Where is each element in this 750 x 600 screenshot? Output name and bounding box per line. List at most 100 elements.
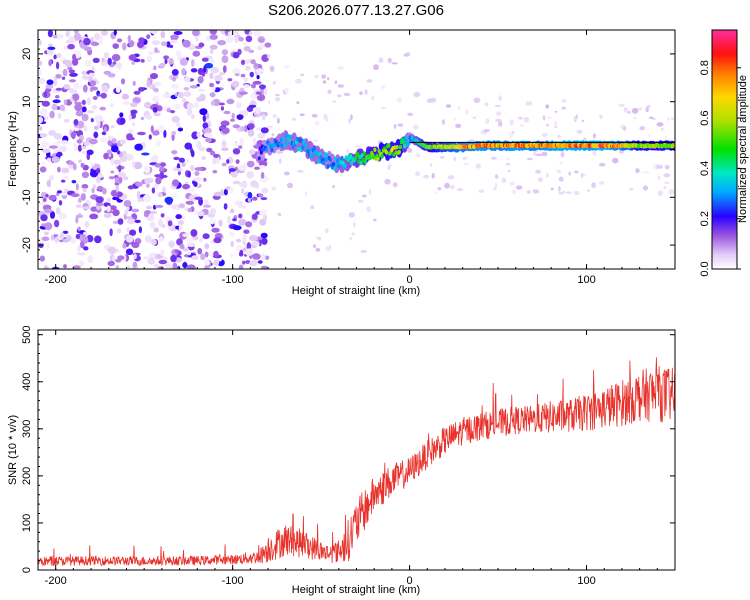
spectrogram-cell (462, 157, 466, 161)
spectrogram-cell (242, 260, 246, 265)
spectrogram-cell (591, 182, 596, 189)
spectrogram-cell (201, 156, 206, 160)
spectrogram-cell (200, 253, 206, 261)
spectrogram-cell (182, 183, 191, 190)
spectrogram-cell (134, 219, 141, 223)
spectrogram-cell (142, 194, 152, 203)
spectrogram-cell (287, 182, 293, 189)
spectrogram-cell (236, 238, 242, 243)
spectrogram-cell (558, 186, 561, 192)
spectrogram-cell (82, 236, 89, 244)
spectrogram-cell (631, 107, 639, 114)
spectrogram-cell (198, 42, 205, 48)
spectrogram-cell (542, 115, 546, 121)
spectrogram-cell (170, 84, 180, 89)
spectrogram-cell (148, 252, 158, 259)
spectrogram-cell (117, 218, 124, 225)
spectrogram-cell (364, 89, 368, 95)
spectrogram-cell (146, 55, 152, 62)
spectrogram-cell (226, 215, 231, 224)
spectrogram-cell (230, 208, 235, 214)
spectrogram-cell (152, 95, 160, 103)
spectrogram-cell (261, 253, 266, 261)
spectrogram-cell (243, 125, 248, 133)
spectrogram-cell (190, 164, 195, 172)
spectrogram-cell (592, 150, 597, 156)
spectrogram-cell (53, 54, 57, 60)
spectrogram-cell (258, 193, 264, 198)
spectrogram-cell (670, 117, 675, 120)
spectrogram-cell (40, 108, 48, 117)
y-tick-label: 0 (21, 567, 33, 573)
spectrogram-cell (315, 120, 320, 126)
x-tick-label: -100 (222, 575, 244, 587)
spectrogram-cell (50, 234, 55, 241)
spectrogram-cell (495, 111, 502, 116)
spectrogram-cell (251, 83, 256, 89)
spectrogram-cell (41, 236, 50, 242)
spectrogram-cell (312, 146, 316, 151)
spectrogram-cell (174, 92, 178, 97)
spectrogram-cell (271, 133, 275, 137)
spectrogram-cell (190, 229, 198, 237)
spectrogram-cell (349, 236, 353, 241)
spectrogram-cell (545, 104, 550, 109)
spectrogram-cell (160, 213, 165, 218)
spectrogram-cell (127, 185, 135, 190)
spectrogram-cell (209, 49, 214, 54)
spectrogram-cell (393, 123, 397, 129)
spectrogram-cell (117, 255, 125, 260)
spectrogram-cell (41, 161, 46, 165)
y-tick-label: 10 (21, 96, 33, 108)
spectrogram-cell (256, 75, 260, 80)
spectrogram-cell (204, 127, 212, 134)
spectrogram-cell (154, 47, 158, 52)
spectrogram-cell (238, 165, 247, 172)
spectrogram-cell (310, 153, 314, 159)
spectrogram-cell (182, 233, 189, 238)
spectrogram-cell (68, 161, 75, 166)
spectrogram-cell (194, 196, 203, 200)
spectrogram-cell (264, 255, 270, 260)
spectrogram-cell (220, 30, 226, 35)
spectrogram-cell (225, 186, 231, 191)
spectrogram-cell (612, 157, 619, 164)
spectrogram-cell (562, 190, 566, 194)
spectrogram-cell (244, 59, 250, 65)
spectrogram-cell (240, 126, 245, 132)
spectrogram-cell (258, 38, 265, 43)
spectrogram-cell (657, 175, 661, 180)
spectrogram-cell (272, 114, 277, 119)
spectrogram-cell (235, 159, 240, 165)
spectrogram-cell (348, 153, 353, 159)
spectrogram-cell (153, 81, 162, 87)
spectrogram-cell (243, 46, 251, 52)
spectrogram-cells (38, 30, 675, 269)
spectrogram-cell (238, 264, 244, 269)
spectrogram-cell (246, 171, 254, 179)
spectrogram-cell (111, 255, 116, 262)
spectrogram-cell (193, 193, 198, 197)
spectrogram-cell (193, 181, 198, 187)
spectrogram-cell (138, 226, 142, 234)
spectrogram-cell (114, 177, 119, 184)
spectrogram-cell (150, 30, 159, 35)
colorbar-tick-label: 0.6 (699, 110, 711, 125)
spectrogram-cell (565, 191, 573, 195)
spectrogram-cell (91, 105, 98, 110)
spectrogram-cell (160, 41, 168, 46)
spectrogram-cell (232, 180, 241, 185)
spectrogram-cell (134, 143, 143, 151)
spectrogram-cell (283, 171, 290, 176)
spectrogram-cell (260, 172, 265, 179)
spectrogram-cell (209, 82, 215, 88)
spectrogram-cell (87, 255, 94, 264)
spectrogram-cell (116, 228, 122, 234)
spectrogram-cell (259, 84, 266, 90)
spectrogram-cell (177, 170, 181, 176)
spectrogram-cell (336, 158, 340, 163)
spectrogram-cell (599, 114, 603, 119)
spectrogram-cell (125, 248, 134, 256)
spectrogram-cell (250, 180, 259, 188)
